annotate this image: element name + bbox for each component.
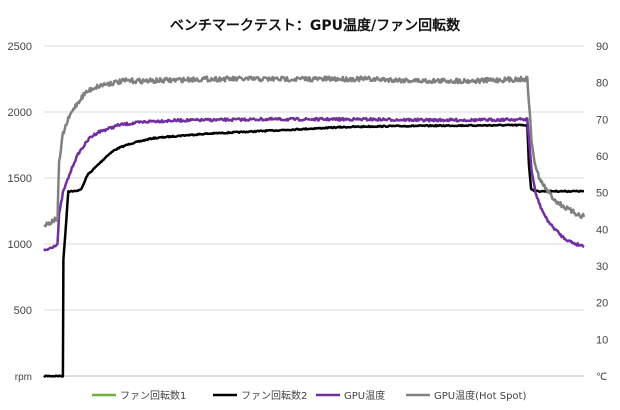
right-tick-label: 40	[596, 224, 608, 236]
right-tick-label: 80	[596, 78, 608, 90]
right-tick-label: 50	[596, 188, 608, 200]
left-tick-label: 2000	[8, 107, 32, 119]
legend-label: ファン回転数1	[120, 389, 186, 402]
right-tick-label: 60	[596, 151, 608, 163]
series-line	[43, 116, 585, 252]
legend-label: ファン回転数2	[241, 389, 307, 402]
series-lines	[43, 75, 586, 378]
left-tick-label: 1500	[8, 173, 32, 185]
left-tick-label: 2500	[8, 41, 32, 53]
gridlines	[44, 45, 584, 377]
right-tick-label: 70	[596, 114, 608, 126]
right-axis-ticks: 10 20 30 40 50 60 70 80 90	[596, 41, 608, 346]
right-tick-label: 10	[596, 334, 608, 346]
series-line	[43, 123, 585, 378]
series-line	[43, 75, 586, 228]
right-tick-label: 30	[596, 261, 608, 273]
legend-label: GPU温度(Hot Spot)	[434, 389, 526, 402]
left-axis-ticks: 500 1000 1500 2000 2500	[8, 41, 32, 317]
chart-title: ベンチマークテスト：GPU温度/ファン回転数	[170, 17, 461, 34]
left-tick-label: 500	[14, 305, 32, 317]
right-axis-label: ℃	[596, 372, 607, 383]
left-tick-label: 1000	[8, 239, 32, 251]
right-tick-label: 90	[596, 41, 608, 53]
legend: ファン回転数1 ファン回転数2 GPU温度 GPU温度(Hot Spot)	[92, 389, 526, 402]
right-tick-label: 20	[596, 298, 608, 310]
left-axis-label: rpm	[15, 372, 32, 383]
legend-label: GPU温度	[344, 389, 385, 402]
